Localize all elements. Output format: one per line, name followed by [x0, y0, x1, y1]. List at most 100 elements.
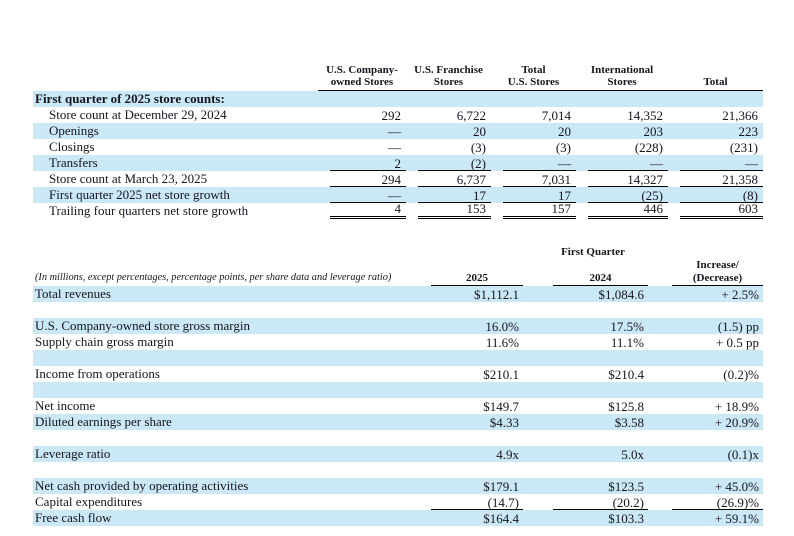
table-row: Capital expenditures (14.7) (20.2) (26.9… [33, 494, 763, 510]
table-row: Openings — 20 20 203 223 [33, 122, 763, 139]
cell-value: $4.33 [489, 414, 519, 430]
table-row: Diluted earnings per share $4.33 $3.58 +… [33, 413, 763, 430]
row-label: First quarter 2025 net store growth [49, 186, 230, 202]
row-label: Store count at December 29, 2024 [49, 106, 227, 122]
cell-value: $3.58 [614, 414, 644, 430]
row-label: Trailing four quarters net store growth [49, 202, 249, 218]
cell-value: (228) [634, 139, 663, 155]
cell-value: + 20.9% [714, 414, 759, 430]
cell-value: (14.7) [431, 495, 523, 510]
cell-value: 11.1% [610, 334, 644, 350]
column-header-decrease: (Decrease) [648, 271, 763, 286]
cell-value: — [588, 156, 668, 171]
row-label: Openings [49, 122, 99, 138]
cell-value: — [330, 188, 406, 203]
cell-value: 7,031 [503, 172, 576, 187]
cell-value: $1,112.1 [473, 286, 519, 302]
table-row: Store count at December 29, 2024 292 6,7… [33, 107, 763, 123]
cell-value: (1.5) pp [717, 318, 759, 334]
cell-value: $1,084.6 [598, 286, 645, 302]
cell-value: + 59.1% [714, 510, 759, 526]
cell-value: $149.7 [483, 398, 519, 414]
column-header-us-company-owned: U.S. Company- owned Stores [318, 58, 406, 91]
column-header-2025: 2025 [423, 271, 523, 286]
table-row: Free cash flow $164.4 $103.3 + 59.1% [33, 509, 763, 526]
store-table-header-row: U.S. Company- owned Stores U.S. Franchis… [33, 58, 763, 91]
column-header-international: International Stores [576, 58, 668, 91]
cell-value: $103.3 [608, 510, 644, 526]
cell-value: 294 [330, 172, 406, 187]
group-header-first-quarter: First Quarter [561, 245, 625, 258]
table-row: First quarter 2025 net store growth — 17… [33, 186, 763, 203]
table-row: Total revenues $1,112.1 $1,084.6 + 2.5% [33, 285, 763, 302]
table-row: U.S. Company-owned store gross margin 16… [33, 317, 763, 334]
table-row: Net cash provided by operating activitie… [33, 477, 763, 494]
row-label: Store count at March 23, 2025 [49, 170, 208, 186]
cell-value: 11.6% [485, 334, 519, 350]
cell-value: — [503, 156, 576, 171]
row-label: Free cash flow [35, 509, 112, 525]
cell-value: 16.0% [485, 318, 519, 334]
row-label: Supply chain gross margin [35, 333, 174, 349]
cell-value: (231) [729, 139, 758, 155]
cell-value: + 2.5% [721, 286, 759, 302]
cell-value: — [388, 123, 401, 139]
row-label: U.S. Company-owned store gross margin [35, 317, 250, 333]
store-label-column-header [33, 58, 318, 90]
cell-value: (26.9)% [672, 495, 763, 510]
cell-value: 17.5% [610, 318, 644, 334]
column-header-us-franchise: U.S. Franchise Stores [406, 58, 491, 91]
cell-value: 203 [643, 123, 664, 139]
cell-value: 4.9x [496, 446, 519, 462]
cell-value: 20 [473, 123, 486, 139]
cell-value: 157 [503, 202, 576, 219]
table-row: Leverage ratio 4.9x 5.0x (0.1)x [33, 445, 763, 462]
cell-value: (3) [470, 139, 486, 155]
financial-summary-table: First Quarter Increase/ (In millions, ex… [33, 245, 763, 526]
cell-value: 5.0x [621, 446, 644, 462]
row-label: Leverage ratio [35, 445, 111, 461]
cell-value: 17 [418, 188, 491, 203]
cell-value: $164.4 [483, 510, 519, 526]
cell-value: 153 [418, 202, 491, 219]
cell-value: 2 [330, 156, 406, 171]
store-counts-table: U.S. Company- owned Stores U.S. Franchis… [33, 58, 763, 219]
column-header-total: Total [668, 58, 763, 91]
spacer-row [33, 381, 763, 398]
cell-value: 6,737 [418, 172, 491, 187]
year-header-row: (In millions, except percentages, percen… [33, 271, 763, 286]
section-header-row: First quarter of 2025 store counts: [33, 90, 763, 107]
cell-value: $123.5 [608, 478, 644, 494]
cell-value: $179.1 [483, 478, 519, 494]
column-header-2024: 2024 [523, 271, 648, 286]
cell-value: 446 [588, 202, 668, 219]
column-header-increase: Increase/ [696, 258, 739, 271]
cell-value: $210.4 [608, 366, 644, 382]
cell-value: (2) [418, 156, 491, 171]
cell-value: 14,352 [627, 107, 663, 123]
cell-value: (3) [555, 139, 571, 155]
row-label: Total revenues [35, 285, 111, 301]
row-label: Net income [35, 397, 96, 413]
section-header: First quarter of 2025 store counts: [35, 90, 225, 106]
column-header-total-us: Total U.S. Stores [491, 58, 576, 91]
units-note: (In millions, except percentages, percen… [35, 271, 392, 283]
cell-value: (0.1)x [727, 446, 759, 462]
cell-value: $210.1 [483, 366, 519, 382]
cell-value: (25) [588, 188, 668, 203]
cell-value: 21,366 [722, 107, 758, 123]
row-label: Income from operations [35, 365, 160, 381]
cell-value: + 18.9% [714, 398, 759, 414]
table-row: Trailing four quarters net store growth … [33, 202, 763, 219]
cell-value: 7,014 [541, 107, 571, 123]
row-label: Transfers [49, 154, 98, 170]
group-header-row: First Quarter [33, 245, 763, 259]
cell-value: 14,327 [588, 172, 668, 187]
table-row: Store count at March 23, 2025 294 6,737 … [33, 171, 763, 187]
cell-value: 17 [503, 188, 576, 203]
row-label: Net cash provided by operating activitie… [35, 477, 249, 493]
spacer-row [33, 430, 763, 446]
cell-value: 603 [680, 202, 763, 219]
cell-value: + 45.0% [714, 478, 759, 494]
